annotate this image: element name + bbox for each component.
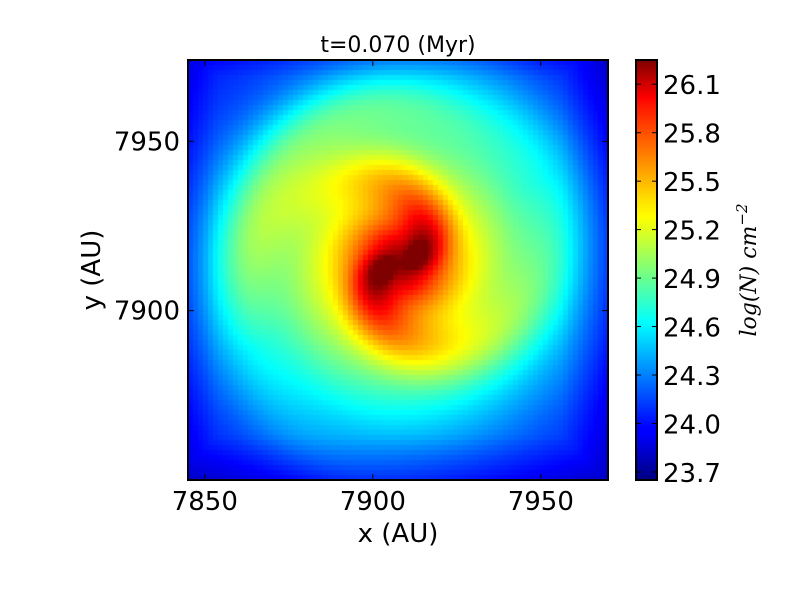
colorbar-tick-label: 25.2 [663, 217, 721, 247]
plot-frame [187, 59, 609, 481]
x-tick-label: 7950 [508, 487, 574, 517]
colorbar-tick-label: 24.0 [663, 410, 721, 440]
colorbar-tick-label: 24.3 [663, 362, 721, 392]
colorbar-tick-label: 25.8 [663, 120, 721, 150]
colorbar-ticks: 26.1 25.8 25.5 25.2 24.9 24.6 24.3 24.0 23.7 [636, 71, 721, 489]
colorbar-tick-label: 24.6 [663, 314, 721, 344]
colorbar: 26.1 25.8 25.5 25.2 24.9 24.6 24.3 24.0 23.7 log… [635, 59, 762, 489]
colorbar-tick-label: 26.1 [663, 71, 721, 101]
y-axis-label: y (AU) [77, 230, 107, 311]
colorbar-tick-label: 23.7 [663, 459, 721, 489]
colorbar-gradient [635, 59, 658, 481]
y-tick-label: 7900 [114, 297, 180, 327]
heatmap-image [188, 60, 608, 480]
x-tick-label: 7900 [340, 487, 406, 517]
colorbar-tick-label: 24.9 [663, 265, 721, 295]
y-tick-label: 7950 [114, 127, 180, 157]
chart-title: t=0.070 (Myr) [320, 33, 475, 58]
heatmap-plot-area [187, 59, 609, 481]
colorbar-label-text: log(N) cm [737, 226, 762, 337]
colorbar-label-exponent: −2 [733, 203, 751, 225]
colorbar-label: log(N) cm−2 [733, 203, 762, 336]
colorbar-tick-label: 25.5 [663, 168, 721, 198]
x-axis-label: x (AU) [358, 519, 439, 549]
y-axis-ticks: 7900 7950 [114, 127, 608, 327]
x-axis-ticks: 7850 7900 7950 [172, 60, 574, 517]
x-tick-label: 7850 [172, 487, 238, 517]
